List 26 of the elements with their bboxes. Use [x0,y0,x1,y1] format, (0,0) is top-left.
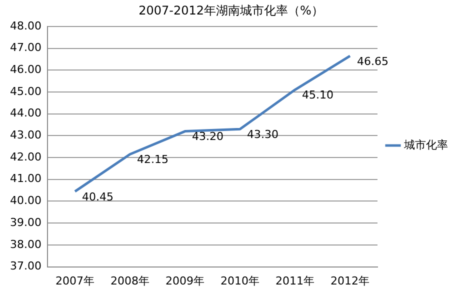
y-tick-label: 39.00 [10,216,42,229]
y-tick-label: 44.00 [10,106,42,120]
data-label: 46.65 [357,54,388,68]
data-label: 45.10 [302,88,334,102]
x-tick-label: 2012年 [330,274,370,288]
y-tick-label: 43.00 [10,128,42,142]
x-tick-label: 2010年 [220,274,260,288]
y-tick-label: 45.00 [10,84,42,98]
data-label: 42.15 [136,153,168,166]
y-tick-label: 38.00 [10,238,42,251]
y-tick-label: 40.00 [10,194,42,208]
data-label: 40.45 [82,190,114,204]
y-tick-label: 46.00 [10,62,42,76]
x-tick-label: 2009年 [165,274,204,288]
legend-label: 城市化率 [403,138,448,152]
x-tick-label: 2007年 [55,274,94,288]
data-label: 43.20 [192,130,224,144]
x-tick-label: 2008年 [110,274,150,288]
chart-title: 2007-2012年湖南城市化率（%） [138,3,324,18]
y-tick-label: 48.00 [10,19,42,32]
y-tick-label: 47.00 [10,41,42,54]
x-tick-label: 2011年 [276,274,314,288]
data-label: 43.30 [246,128,278,141]
y-tick-label: 41.00 [10,172,42,186]
y-tick-label: 42.00 [10,150,42,164]
y-tick-label: 37.00 [10,260,42,273]
